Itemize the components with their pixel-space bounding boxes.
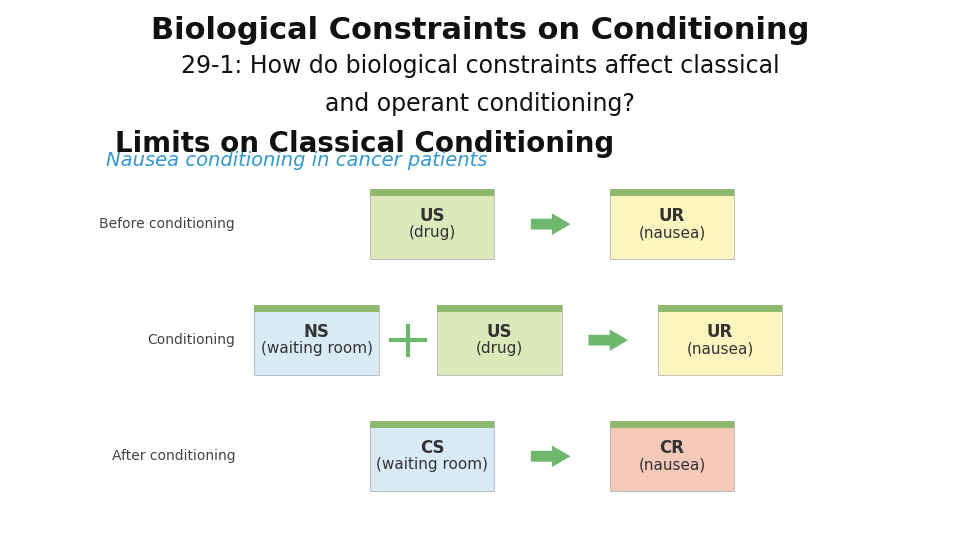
- FancyBboxPatch shape: [437, 305, 562, 375]
- FancyBboxPatch shape: [610, 189, 734, 196]
- Text: 29-1: How do biological constraints affect classical: 29-1: How do biological constraints affe…: [180, 54, 780, 78]
- Text: CS: CS: [420, 439, 444, 457]
- FancyBboxPatch shape: [370, 421, 494, 428]
- Text: (nausea): (nausea): [686, 341, 754, 356]
- FancyBboxPatch shape: [658, 305, 782, 375]
- Text: Biological Constraints on Conditioning: Biological Constraints on Conditioning: [151, 16, 809, 45]
- Text: CR: CR: [660, 439, 684, 457]
- Text: Before conditioning: Before conditioning: [100, 217, 235, 231]
- FancyBboxPatch shape: [658, 305, 782, 312]
- Text: NS: NS: [304, 323, 329, 341]
- FancyBboxPatch shape: [610, 189, 734, 259]
- FancyBboxPatch shape: [370, 421, 494, 491]
- Text: (nausea): (nausea): [638, 225, 706, 240]
- Text: After conditioning: After conditioning: [111, 449, 235, 463]
- FancyBboxPatch shape: [437, 305, 562, 312]
- FancyBboxPatch shape: [610, 421, 734, 491]
- FancyBboxPatch shape: [370, 189, 494, 259]
- FancyBboxPatch shape: [370, 189, 494, 196]
- Text: Nausea conditioning in cancer patients: Nausea conditioning in cancer patients: [106, 151, 487, 170]
- Text: UR: UR: [659, 207, 685, 225]
- Text: Limits on Classical Conditioning: Limits on Classical Conditioning: [115, 130, 614, 158]
- Text: (drug): (drug): [408, 225, 456, 240]
- Text: (drug): (drug): [475, 341, 523, 356]
- FancyArrow shape: [531, 213, 570, 235]
- FancyBboxPatch shape: [254, 305, 379, 312]
- FancyBboxPatch shape: [610, 421, 734, 428]
- FancyArrow shape: [531, 446, 570, 467]
- FancyBboxPatch shape: [254, 305, 379, 375]
- Text: US: US: [487, 323, 512, 341]
- Text: UR: UR: [707, 323, 733, 341]
- Text: (nausea): (nausea): [638, 457, 706, 472]
- Text: US: US: [420, 207, 444, 225]
- Text: (waiting room): (waiting room): [376, 457, 488, 472]
- Text: and operant conditioning?: and operant conditioning?: [325, 92, 635, 116]
- Text: Conditioning: Conditioning: [147, 333, 235, 347]
- FancyArrow shape: [588, 329, 628, 351]
- Text: (waiting room): (waiting room): [261, 341, 372, 356]
